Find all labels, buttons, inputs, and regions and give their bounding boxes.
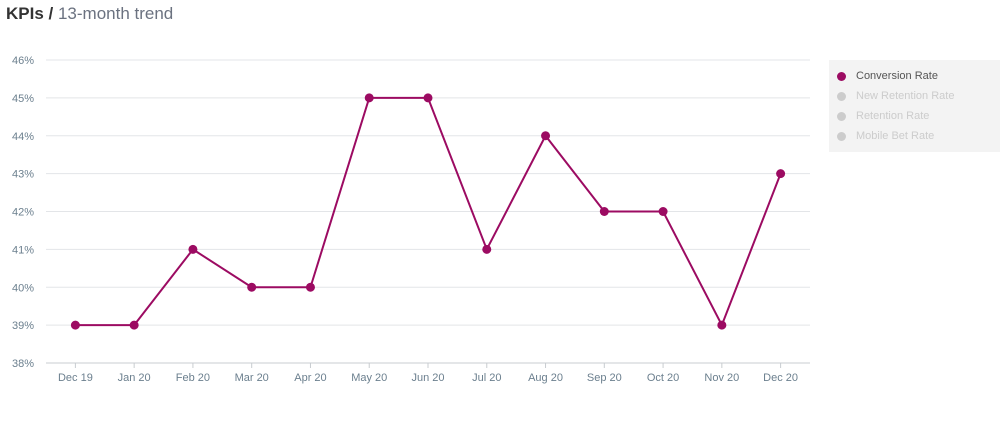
data-point <box>658 207 668 216</box>
x-tick-label: Jan 20 <box>118 372 151 384</box>
legend-dot-icon <box>837 91 846 101</box>
data-point <box>423 93 433 103</box>
y-tick-label: 44% <box>12 131 34 143</box>
x-tick-label: May 20 <box>351 372 387 384</box>
x-tick-label: Nov 20 <box>704 372 739 384</box>
x-tick-label: Apr 20 <box>294 372 326 384</box>
x-tick-label: Mar 20 <box>235 372 269 384</box>
legend-dot-icon <box>837 71 846 81</box>
legend-dot-icon <box>837 111 846 121</box>
title-bold: KPIs / <box>6 4 54 23</box>
y-tick-label: 42% <box>12 207 34 219</box>
legend-label: New Retention Rate <box>856 90 955 102</box>
page-title: KPIs / 13-month trend <box>6 4 173 24</box>
x-tick-label: Aug 20 <box>528 372 563 384</box>
data-point <box>188 244 198 254</box>
legend-label: Retention Rate <box>856 110 930 122</box>
x-tick-label: Dec 19 <box>58 372 93 384</box>
y-tick-label: 41% <box>12 244 34 256</box>
data-point <box>776 169 786 179</box>
title-rest: 13-month trend <box>53 4 174 23</box>
legend-item-retention-rate[interactable]: Retention Rate <box>837 106 1000 126</box>
legend-dot-icon <box>837 131 846 141</box>
legend-item-new-retention-rate[interactable]: New Retention Rate <box>837 86 1000 106</box>
x-tick-label: Jun 20 <box>411 372 444 384</box>
legend-item-conversion-rate[interactable]: Conversion Rate <box>837 66 1000 86</box>
legend-item-mobile-bet-rate[interactable]: Mobile Bet Rate <box>837 126 1000 146</box>
y-tick-label: 38% <box>12 358 34 370</box>
line-chart: 38% 39% 40% 41% 42% 43% 44% 45% 46% Dec 19 Jan 20 F… <box>12 55 810 384</box>
data-point <box>717 320 727 330</box>
x-tick-label: Sep 20 <box>587 372 622 384</box>
data-point <box>599 207 609 216</box>
x-tick-label: Feb 20 <box>176 372 210 384</box>
data-point <box>541 131 551 141</box>
data-point <box>364 93 374 103</box>
data-point <box>247 282 257 292</box>
x-tick-label: Dec 20 <box>763 372 798 384</box>
y-tick-label: 40% <box>12 282 34 294</box>
data-point <box>482 244 492 254</box>
legend: Conversion Rate New Retention Rate Reten… <box>829 60 1000 152</box>
y-tick-label: 39% <box>12 320 34 332</box>
data-point <box>305 282 315 292</box>
x-tick-label: Jul 20 <box>472 372 501 384</box>
y-tick-label: 43% <box>12 169 34 181</box>
y-tick-label: 45% <box>12 93 34 105</box>
data-point <box>129 320 139 330</box>
x-tick-label: Oct 20 <box>647 372 679 384</box>
data-point <box>70 320 80 330</box>
legend-label: Mobile Bet Rate <box>856 130 935 142</box>
legend-label: Conversion Rate <box>856 70 938 82</box>
y-tick-label: 46% <box>12 55 34 67</box>
